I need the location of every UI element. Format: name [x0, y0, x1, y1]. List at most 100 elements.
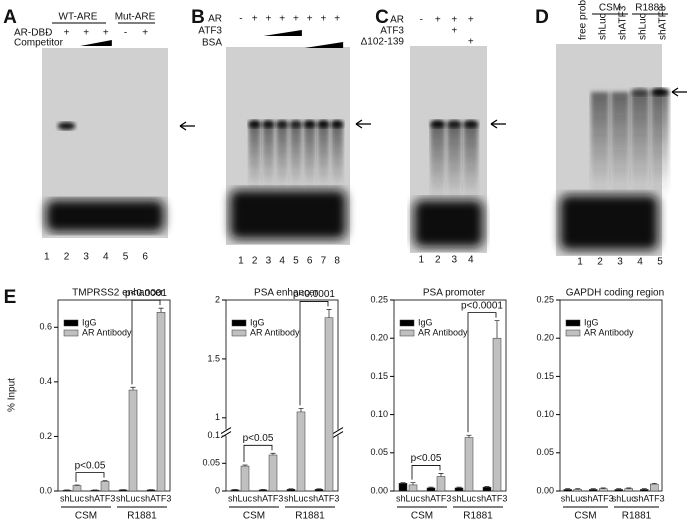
band — [262, 120, 275, 128]
lane-label: shLuc — [638, 13, 649, 40]
legend-label: AR Antibody — [82, 327, 132, 337]
bracket — [131, 299, 161, 385]
lane-number: 4 — [279, 256, 285, 267]
bar — [286, 489, 296, 492]
bar — [314, 489, 324, 492]
lane-number: 5 — [657, 257, 663, 268]
bracket — [299, 301, 329, 406]
legend-swatch — [565, 329, 581, 337]
legend-swatch — [231, 329, 247, 337]
label: Δ102-139 — [361, 37, 405, 48]
error-bar — [616, 488, 622, 490]
legend-swatch — [63, 319, 79, 327]
y-tick-label: 0.05 — [202, 458, 220, 468]
label: Competitor — [14, 38, 64, 49]
bar — [146, 489, 156, 492]
y-tick-label: 0.15 — [370, 371, 388, 381]
lane-label: shATF3 — [618, 5, 629, 40]
bar — [156, 312, 166, 492]
label: AR — [390, 15, 404, 26]
band — [631, 88, 649, 96]
y-axis-label: % Input — [7, 378, 18, 412]
smear — [611, 92, 629, 195]
error-bar — [102, 480, 108, 482]
lane-number: 1 — [238, 256, 244, 267]
lane-number: 6 — [142, 252, 148, 263]
error-bar — [232, 488, 238, 490]
legend-label: IgG — [418, 317, 433, 327]
x-tick-label: shLuc — [116, 493, 141, 503]
smear — [276, 124, 288, 190]
panel-letter: E — [4, 287, 17, 308]
label: - — [239, 14, 242, 25]
lane-number: 2 — [597, 257, 603, 268]
y-tick-label: 0.00 — [536, 485, 554, 495]
lane-label: free probe — [578, 0, 589, 40]
x-tick-label: shATF3 — [477, 493, 508, 503]
lane-number: 2 — [64, 252, 70, 263]
y-tick-label: 0.10 — [370, 409, 388, 419]
group-label: CSM — [574, 511, 596, 520]
free-probe — [230, 190, 346, 239]
label: BSA — [202, 38, 222, 49]
bar — [118, 489, 128, 492]
bar — [624, 488, 633, 492]
lane-number: 4 — [103, 252, 109, 263]
band — [463, 120, 479, 128]
p-value: p<0.0001 — [293, 289, 335, 300]
band — [275, 120, 289, 128]
break-mark — [332, 431, 344, 439]
lane-number: 4 — [468, 255, 474, 266]
bracket — [467, 312, 497, 433]
label: - — [420, 15, 423, 26]
band — [303, 120, 316, 128]
arrow-head — [179, 121, 187, 131]
x-tick-label: shATF3 — [634, 493, 665, 503]
panel-letter: B — [191, 7, 205, 28]
legend-swatch — [63, 329, 79, 337]
y-tick-label: 0.05 — [536, 447, 554, 457]
bar — [324, 317, 334, 492]
wedge — [304, 42, 344, 48]
y-tick-label: 1.5 — [207, 353, 220, 363]
legend-label: IgG — [250, 317, 265, 327]
label: + — [468, 15, 474, 26]
legend-swatch — [565, 319, 581, 327]
error-bar — [565, 488, 571, 490]
label: ATF3 — [198, 26, 222, 37]
group-label: R1881 — [463, 511, 493, 520]
break-mark — [220, 431, 232, 439]
bracket — [411, 465, 441, 480]
smear — [248, 124, 261, 190]
legend-label: AR Antibody — [418, 327, 468, 337]
error-bar — [288, 488, 294, 490]
legend-swatch — [399, 319, 415, 327]
p-value: p<0.05 — [75, 460, 106, 471]
band — [57, 122, 76, 130]
label: AR-DBD — [14, 28, 52, 39]
arrow-head — [671, 87, 679, 97]
y-tick-label: 0.00 — [370, 485, 388, 495]
bar — [398, 483, 408, 492]
chart-title: PSA enhancer — [254, 288, 319, 299]
panel-letter: A — [3, 7, 17, 28]
label: AR — [208, 14, 222, 25]
label: - — [124, 28, 127, 39]
chart-title: GAPDH coding region — [566, 288, 664, 299]
smear — [262, 124, 275, 190]
x-tick-label: shLuc — [452, 493, 477, 503]
error-bar — [316, 488, 322, 490]
lane-number: 3 — [266, 256, 272, 267]
lane-number: 2 — [252, 256, 258, 267]
label: + — [83, 28, 89, 39]
x-tick-label: shLuc — [612, 493, 637, 503]
label: + — [252, 14, 258, 25]
lane-number: 6 — [307, 256, 313, 267]
error-bar — [410, 482, 416, 485]
band — [651, 88, 669, 96]
label: + — [468, 37, 474, 48]
error-bar — [590, 488, 596, 490]
lane-number: 3 — [83, 252, 89, 263]
bar — [230, 489, 240, 492]
bar — [492, 337, 502, 492]
